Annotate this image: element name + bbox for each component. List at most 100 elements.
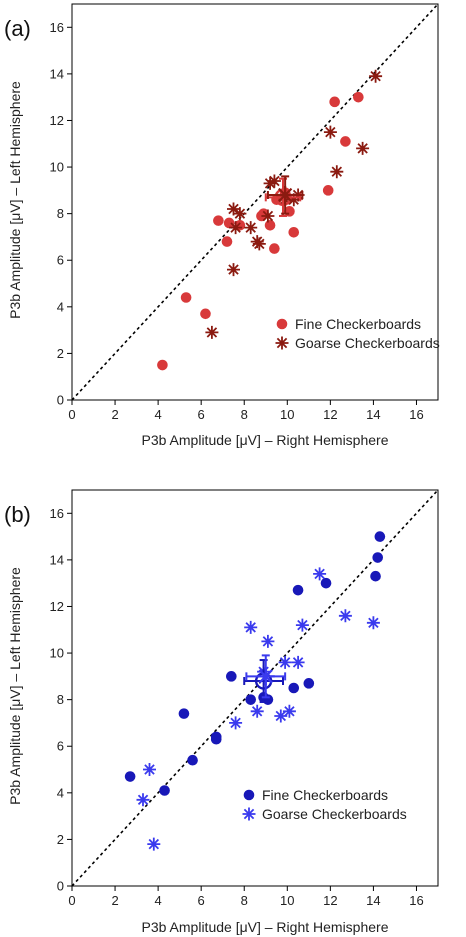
point-coarse bbox=[338, 609, 352, 623]
x-tick-label: 16 bbox=[409, 407, 423, 422]
point-coarse bbox=[323, 125, 337, 139]
point-fine bbox=[322, 185, 334, 196]
y-tick-label: 10 bbox=[50, 160, 64, 175]
ticks-a: 0 2 4 6 8 10 12 14 16 0 2 4 6 8 10 12 14 16 bbox=[50, 20, 424, 422]
y-tick-label: 12 bbox=[50, 599, 64, 614]
legend-b: Fine Checkerboards Goarse Checkerboards bbox=[242, 787, 407, 822]
point-coarse bbox=[143, 763, 156, 776]
point-fine bbox=[370, 570, 381, 582]
x-tick-label: 0 bbox=[68, 893, 75, 908]
y-tick-label: 2 bbox=[57, 832, 64, 847]
panel-b: (b) 0 2 4 6 8 10 12 14 16 0 2 4 6 8 10 12 14 16 P3b Ampli… bbox=[4, 489, 439, 935]
legend-marker-fine-a bbox=[276, 318, 288, 330]
point-fine bbox=[159, 785, 170, 796]
y-tick-label: 14 bbox=[50, 66, 64, 81]
point-fine bbox=[157, 359, 168, 371]
y-tick-label: 4 bbox=[57, 785, 64, 800]
point-fine bbox=[245, 694, 256, 705]
y-tick-label: 14 bbox=[50, 552, 64, 567]
point-fine bbox=[226, 671, 237, 682]
legend-marker-coarse-a bbox=[275, 336, 289, 350]
point-fine bbox=[180, 292, 192, 303]
legend-label-fine-a: Fine Checkerboards bbox=[295, 316, 421, 332]
point-fine bbox=[288, 682, 300, 694]
point-coarse bbox=[263, 176, 277, 190]
x-tick-label: 2 bbox=[111, 407, 118, 422]
point-coarse bbox=[229, 221, 243, 235]
point-coarse bbox=[227, 202, 240, 216]
point-coarse bbox=[291, 655, 305, 669]
x-tick-label: 4 bbox=[155, 893, 162, 908]
mean-markers-b bbox=[243, 654, 287, 703]
y-axis-label-a: P3b Amplitude [μV] – Left Hemisphere bbox=[7, 81, 23, 319]
x-tick-label: 14 bbox=[366, 893, 380, 908]
point-coarse bbox=[313, 567, 327, 581]
point-fine bbox=[353, 91, 364, 103]
x-tick-label: 12 bbox=[323, 407, 337, 422]
legend-marker-coarse-b bbox=[242, 807, 256, 821]
point-coarse bbox=[330, 165, 344, 179]
point-coarse bbox=[261, 634, 275, 648]
y-tick-label: 12 bbox=[50, 113, 64, 128]
x-tick-label: 10 bbox=[280, 407, 294, 422]
point-fine bbox=[288, 226, 300, 238]
x-tick-label: 6 bbox=[198, 893, 205, 908]
panel-label-b: (b) bbox=[4, 502, 31, 527]
x-tick-label: 0 bbox=[68, 407, 75, 422]
y-tick-label: 6 bbox=[57, 253, 64, 268]
ticks-b: 0 2 4 6 8 10 12 14 16 0 2 4 6 8 10 12 14 16 bbox=[50, 506, 424, 908]
legend-marker-fine-b bbox=[243, 789, 255, 801]
mean-markers-a bbox=[264, 175, 304, 217]
legend-label-fine-b: Fine Checkerboards bbox=[262, 787, 388, 803]
mean-marker-coarse bbox=[245, 654, 287, 699]
plot-frame-b bbox=[71, 489, 439, 887]
point-fine bbox=[372, 552, 384, 563]
point-coarse bbox=[136, 793, 150, 807]
point-fine bbox=[374, 531, 386, 542]
x-tick-label: 6 bbox=[198, 407, 205, 422]
y-tick-label: 10 bbox=[50, 646, 64, 661]
point-fine bbox=[200, 308, 211, 320]
y-tick-label: 16 bbox=[50, 20, 64, 35]
point-fine bbox=[223, 217, 235, 229]
x-tick-label: 12 bbox=[323, 893, 337, 908]
y-tick-label: 2 bbox=[57, 346, 64, 361]
x-tick-label: 14 bbox=[366, 407, 380, 422]
identity-line-b bbox=[71, 489, 439, 887]
y-tick-label: 16 bbox=[50, 506, 64, 521]
y-tick-label: 8 bbox=[57, 692, 64, 707]
legend-label-coarse-a: Goarse Checkerboards bbox=[295, 335, 440, 351]
point-fine bbox=[269, 243, 280, 254]
point-fine bbox=[340, 136, 351, 147]
x-tick-label: 8 bbox=[241, 407, 248, 422]
x-tick-label: 16 bbox=[409, 893, 423, 908]
panel-label-a: (a) bbox=[4, 16, 31, 41]
legend-label-coarse-b: Goarse Checkerboards bbox=[262, 806, 407, 822]
point-coarse bbox=[250, 704, 264, 718]
y-tick-label: 6 bbox=[57, 739, 64, 754]
point-fine bbox=[303, 678, 315, 689]
x-axis-label-a: P3b Amplitude [μV] – Right Hemisphere bbox=[142, 432, 389, 448]
point-coarse bbox=[278, 655, 292, 669]
point-coarse bbox=[244, 221, 258, 235]
panel-a: (a) 0 2 4 6 8 10 12 14 16 0 2 4 6 8 10 12 14 16 P3b Ampli… bbox=[4, 3, 440, 448]
y-axis-label-b: P3b Amplitude [μV] – Left Hemisphere bbox=[7, 567, 23, 805]
point-fine bbox=[210, 731, 222, 743]
point-coarse bbox=[261, 209, 275, 223]
point-coarse bbox=[205, 325, 219, 339]
point-coarse bbox=[267, 174, 281, 188]
point-fine bbox=[213, 215, 224, 226]
x-tick-label: 2 bbox=[111, 893, 118, 908]
point-coarse bbox=[229, 716, 243, 730]
point-coarse bbox=[244, 620, 258, 634]
point-fine bbox=[292, 584, 304, 596]
x-axis-label-b: P3b Amplitude [μV] – Right Hemisphere bbox=[142, 919, 389, 935]
point-coarse bbox=[369, 69, 383, 83]
point-coarse bbox=[282, 704, 296, 718]
point-fine bbox=[264, 219, 276, 231]
y-tick-label: 8 bbox=[57, 206, 64, 221]
x-tick-label: 4 bbox=[155, 407, 162, 422]
x-tick-label: 8 bbox=[241, 893, 248, 908]
y-tick-label: 0 bbox=[57, 879, 64, 894]
